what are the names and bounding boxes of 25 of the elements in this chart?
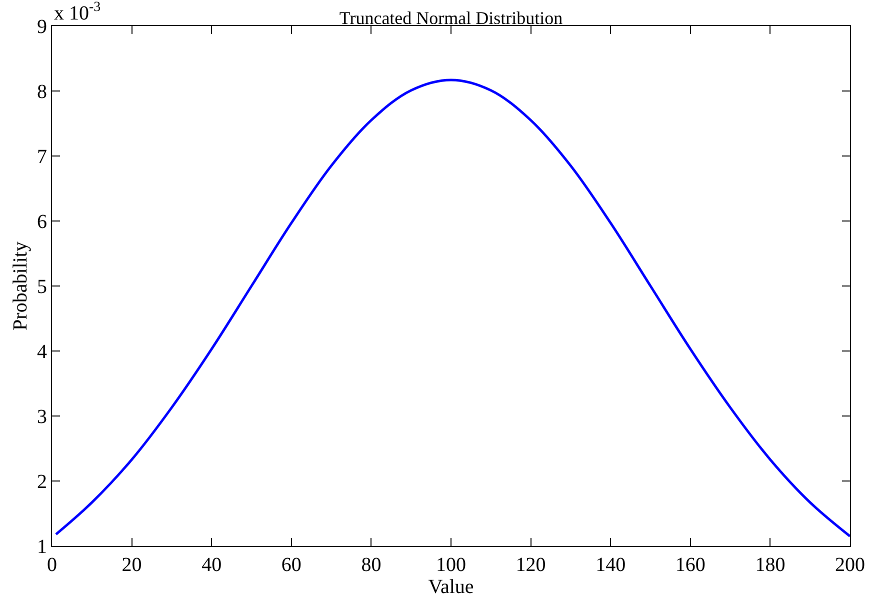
y-tick-label: 2	[37, 471, 47, 493]
x-tick-label: 80	[361, 554, 382, 576]
y-tick-label: 1	[37, 536, 47, 558]
x-tick-label: 160	[675, 554, 706, 576]
y-tick-label: 9	[37, 16, 47, 38]
y-tick-label: 7	[37, 146, 47, 168]
y-tick-label: 6	[37, 211, 47, 233]
x-tick-label: 140	[596, 554, 626, 576]
x-axis-title: Value	[428, 576, 474, 598]
y-tick-label: 8	[37, 81, 47, 103]
y-tick-label: 5	[37, 276, 47, 298]
x-tick-label: 0	[47, 554, 57, 576]
y-tick-label: 3	[37, 406, 47, 428]
line-series	[54, 78, 850, 538]
y-tick-label: 4	[37, 341, 47, 363]
y-axis-title: Probability	[10, 242, 32, 330]
text: x 10$^{-3}$	[54, 0, 101, 24]
x-tick-label: 60	[281, 554, 302, 576]
chart-title: Truncated Normal Distribution	[339, 8, 563, 28]
x-tick-label: 20	[122, 554, 142, 576]
x-tick-label: 120	[516, 554, 546, 576]
x-tick-label: 100	[436, 554, 466, 576]
x-tick-label: 40	[202, 554, 222, 576]
x-tick-label: 180	[755, 554, 786, 576]
x-tick-label: 200	[835, 554, 865, 576]
